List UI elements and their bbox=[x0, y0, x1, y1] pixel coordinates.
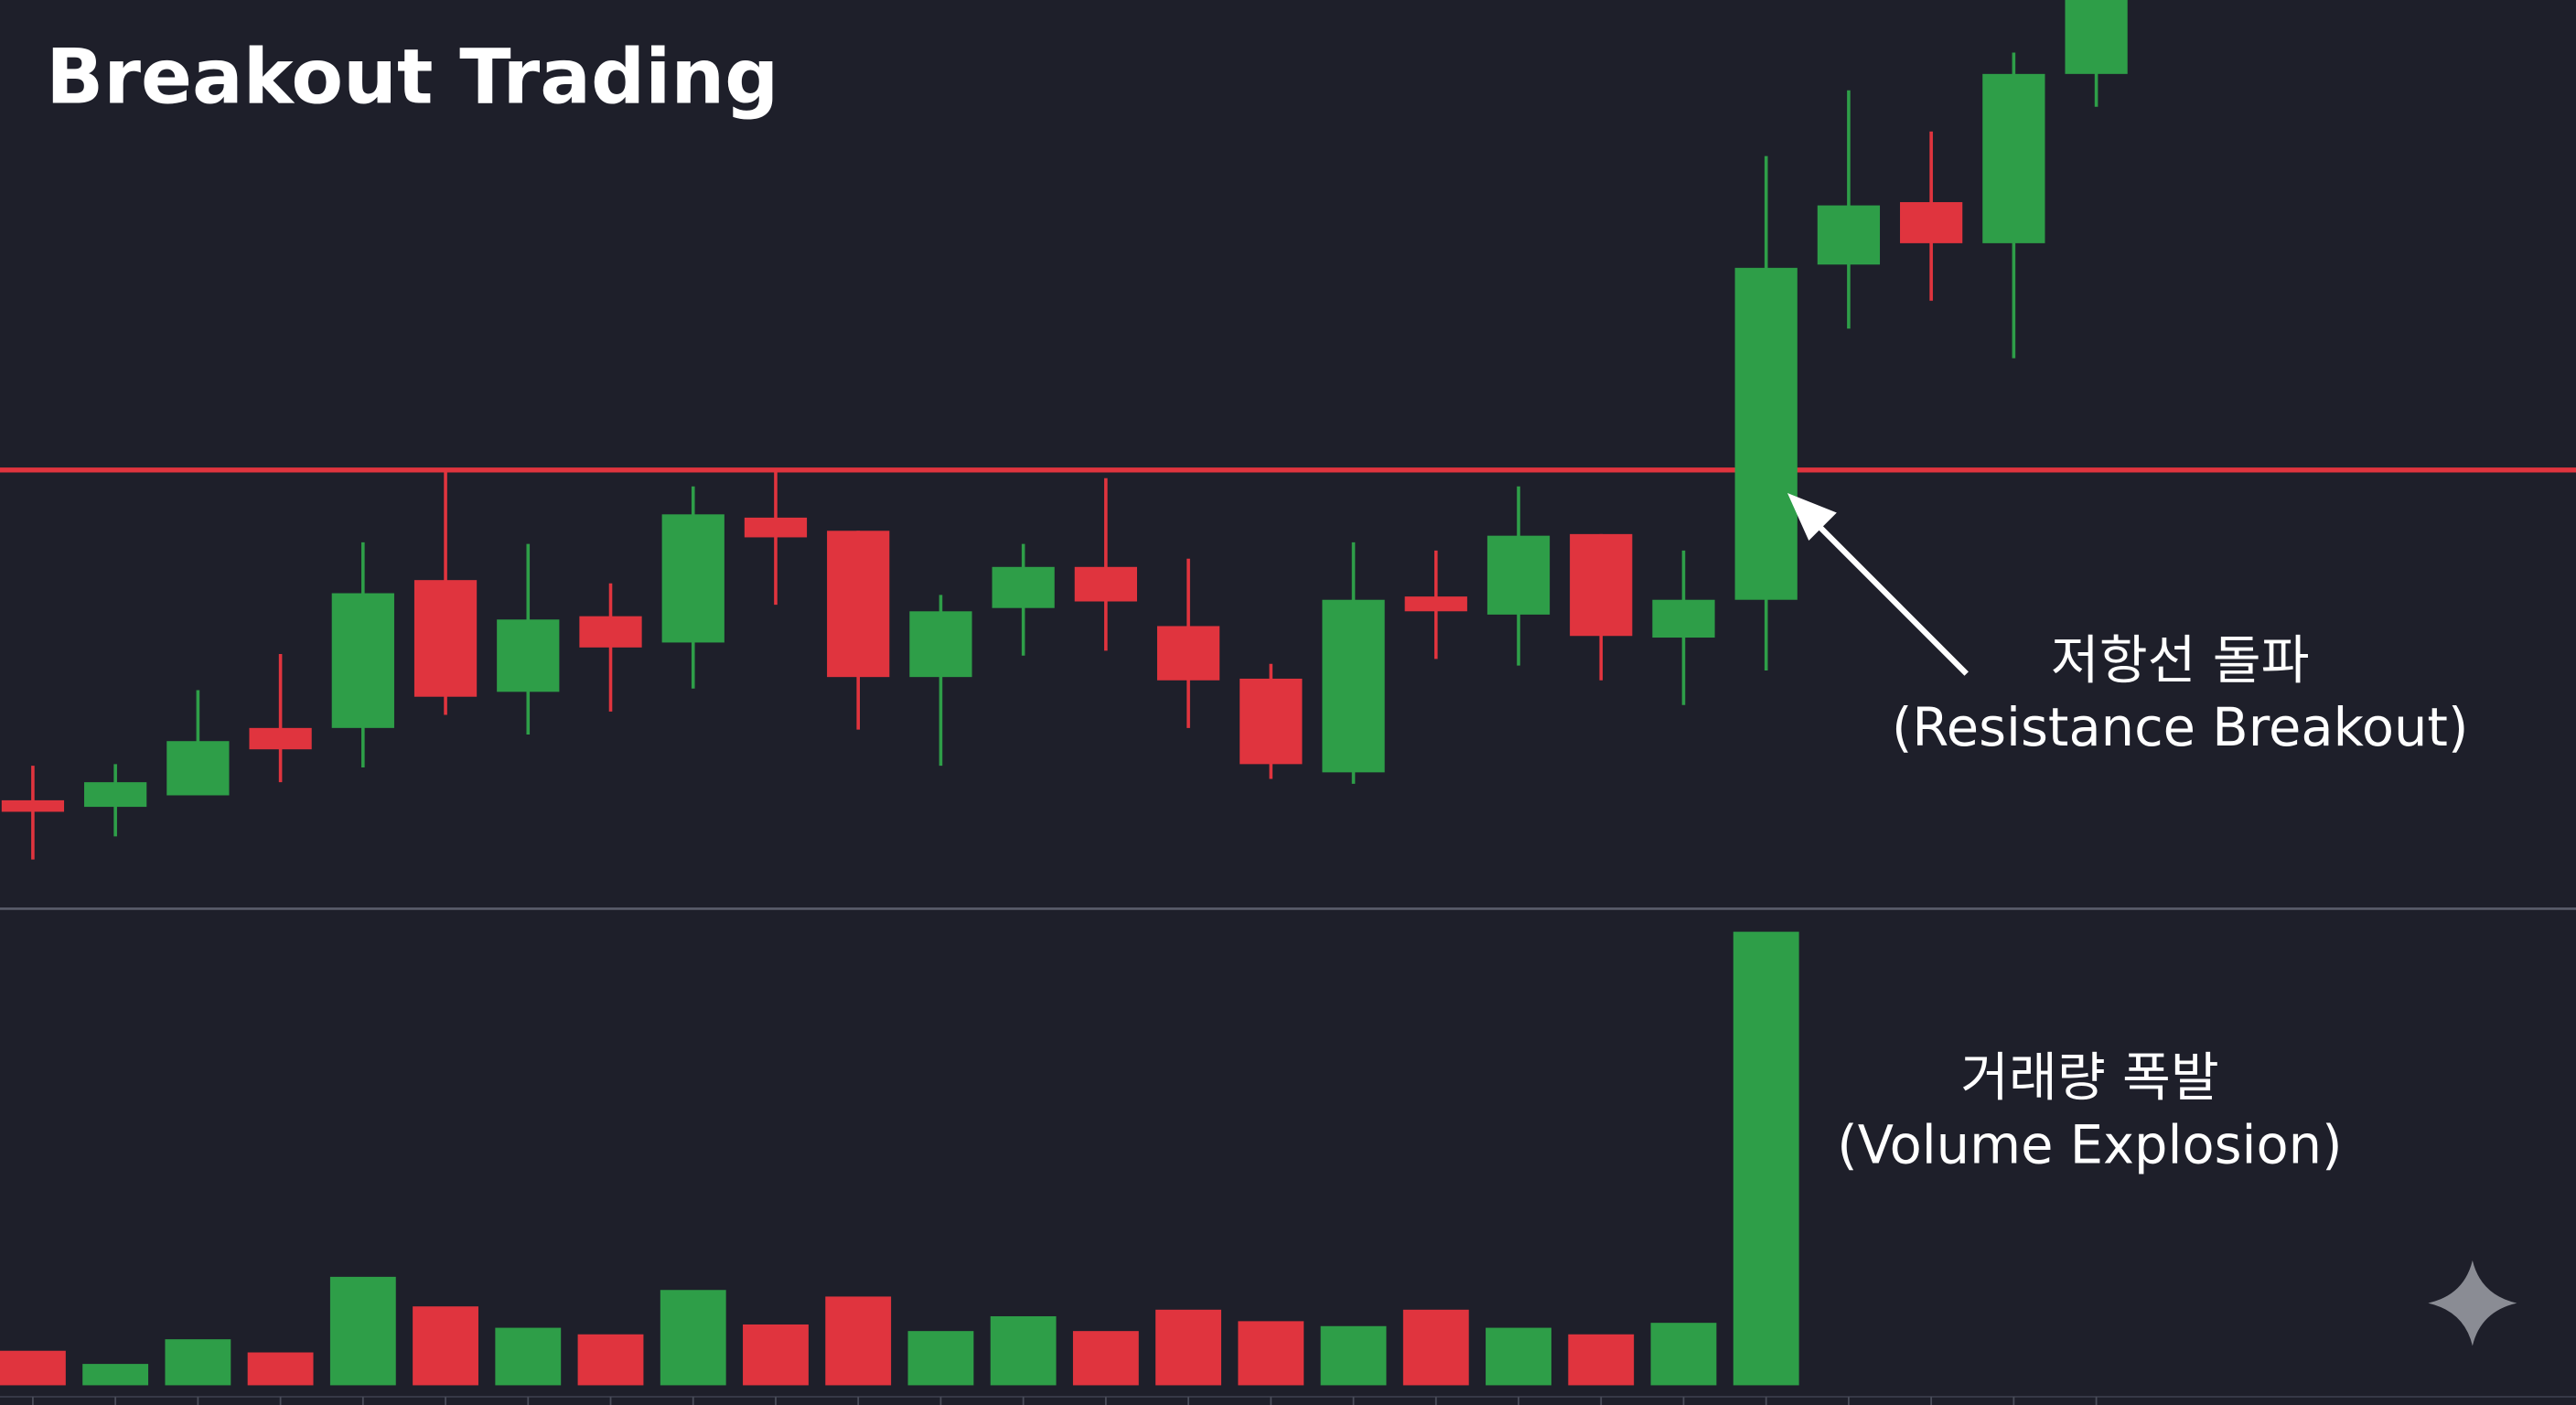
volume-bar bbox=[247, 1352, 314, 1386]
candle-body bbox=[1322, 599, 1385, 773]
annotation: (Volume Explosion) bbox=[1837, 1114, 2342, 1175]
volume-bar bbox=[825, 1296, 892, 1386]
volume-bar bbox=[1072, 1331, 1139, 1386]
candle-body bbox=[744, 517, 808, 538]
candle-body bbox=[661, 514, 724, 643]
candle-body bbox=[497, 619, 560, 692]
candle-body bbox=[1074, 566, 1137, 602]
volume-bar bbox=[165, 1339, 231, 1386]
candle-body bbox=[1, 799, 65, 812]
candle-body bbox=[413, 580, 478, 697]
volume-bar bbox=[1568, 1334, 1635, 1386]
candle-body bbox=[1734, 267, 1798, 600]
candle-body bbox=[331, 593, 394, 728]
chart-title: Breakout Trading bbox=[46, 33, 778, 121]
volume-bar bbox=[743, 1324, 809, 1386]
volume-bar bbox=[1320, 1325, 1387, 1386]
candle-body bbox=[827, 531, 890, 678]
arrow-head bbox=[1787, 492, 1837, 542]
candle-body bbox=[84, 782, 147, 808]
candle-body bbox=[1817, 205, 1881, 265]
candle-body bbox=[2065, 0, 2128, 74]
volume-bar bbox=[495, 1327, 562, 1386]
volume-panel bbox=[0, 931, 2098, 1405]
volume-bar bbox=[577, 1334, 644, 1386]
candle-body bbox=[579, 616, 642, 648]
volume-bar bbox=[1650, 1323, 1717, 1386]
candle-body bbox=[992, 566, 1055, 608]
candle-body bbox=[1900, 201, 1963, 243]
annotation: (Resistance Breakout) bbox=[1892, 697, 2468, 758]
candle-body bbox=[1982, 73, 2045, 243]
candle-body bbox=[166, 741, 230, 796]
candle-body bbox=[1487, 535, 1551, 615]
volume-bar bbox=[660, 1290, 726, 1386]
volume-bar bbox=[413, 1306, 478, 1386]
volume-bar bbox=[82, 1364, 149, 1386]
annotation: 저항선 돌파 bbox=[2051, 629, 2310, 691]
volume-bar bbox=[1155, 1309, 1222, 1386]
candle-body bbox=[1240, 678, 1303, 765]
candle-body bbox=[249, 727, 312, 750]
volume-bar bbox=[0, 1350, 66, 1386]
price-panel bbox=[0, 0, 2576, 860]
volume-bar bbox=[329, 1276, 396, 1386]
candle-body bbox=[1570, 533, 1633, 637]
volume-bar bbox=[907, 1331, 974, 1386]
volume-bar bbox=[990, 1315, 1057, 1386]
candle-body bbox=[1404, 596, 1467, 612]
annotation: 거래량 폭발 bbox=[1960, 1047, 2219, 1109]
volume-bar bbox=[1486, 1327, 1551, 1386]
candle-body bbox=[909, 611, 972, 678]
candle-body bbox=[1652, 599, 1715, 638]
volume-bar bbox=[1402, 1309, 1469, 1386]
candle-body bbox=[1156, 626, 1220, 681]
sparkle-icon bbox=[2428, 1260, 2517, 1346]
volume-bar bbox=[1238, 1321, 1304, 1386]
annotation-arrow bbox=[1805, 512, 1969, 676]
volume-bar bbox=[1733, 931, 1799, 1386]
